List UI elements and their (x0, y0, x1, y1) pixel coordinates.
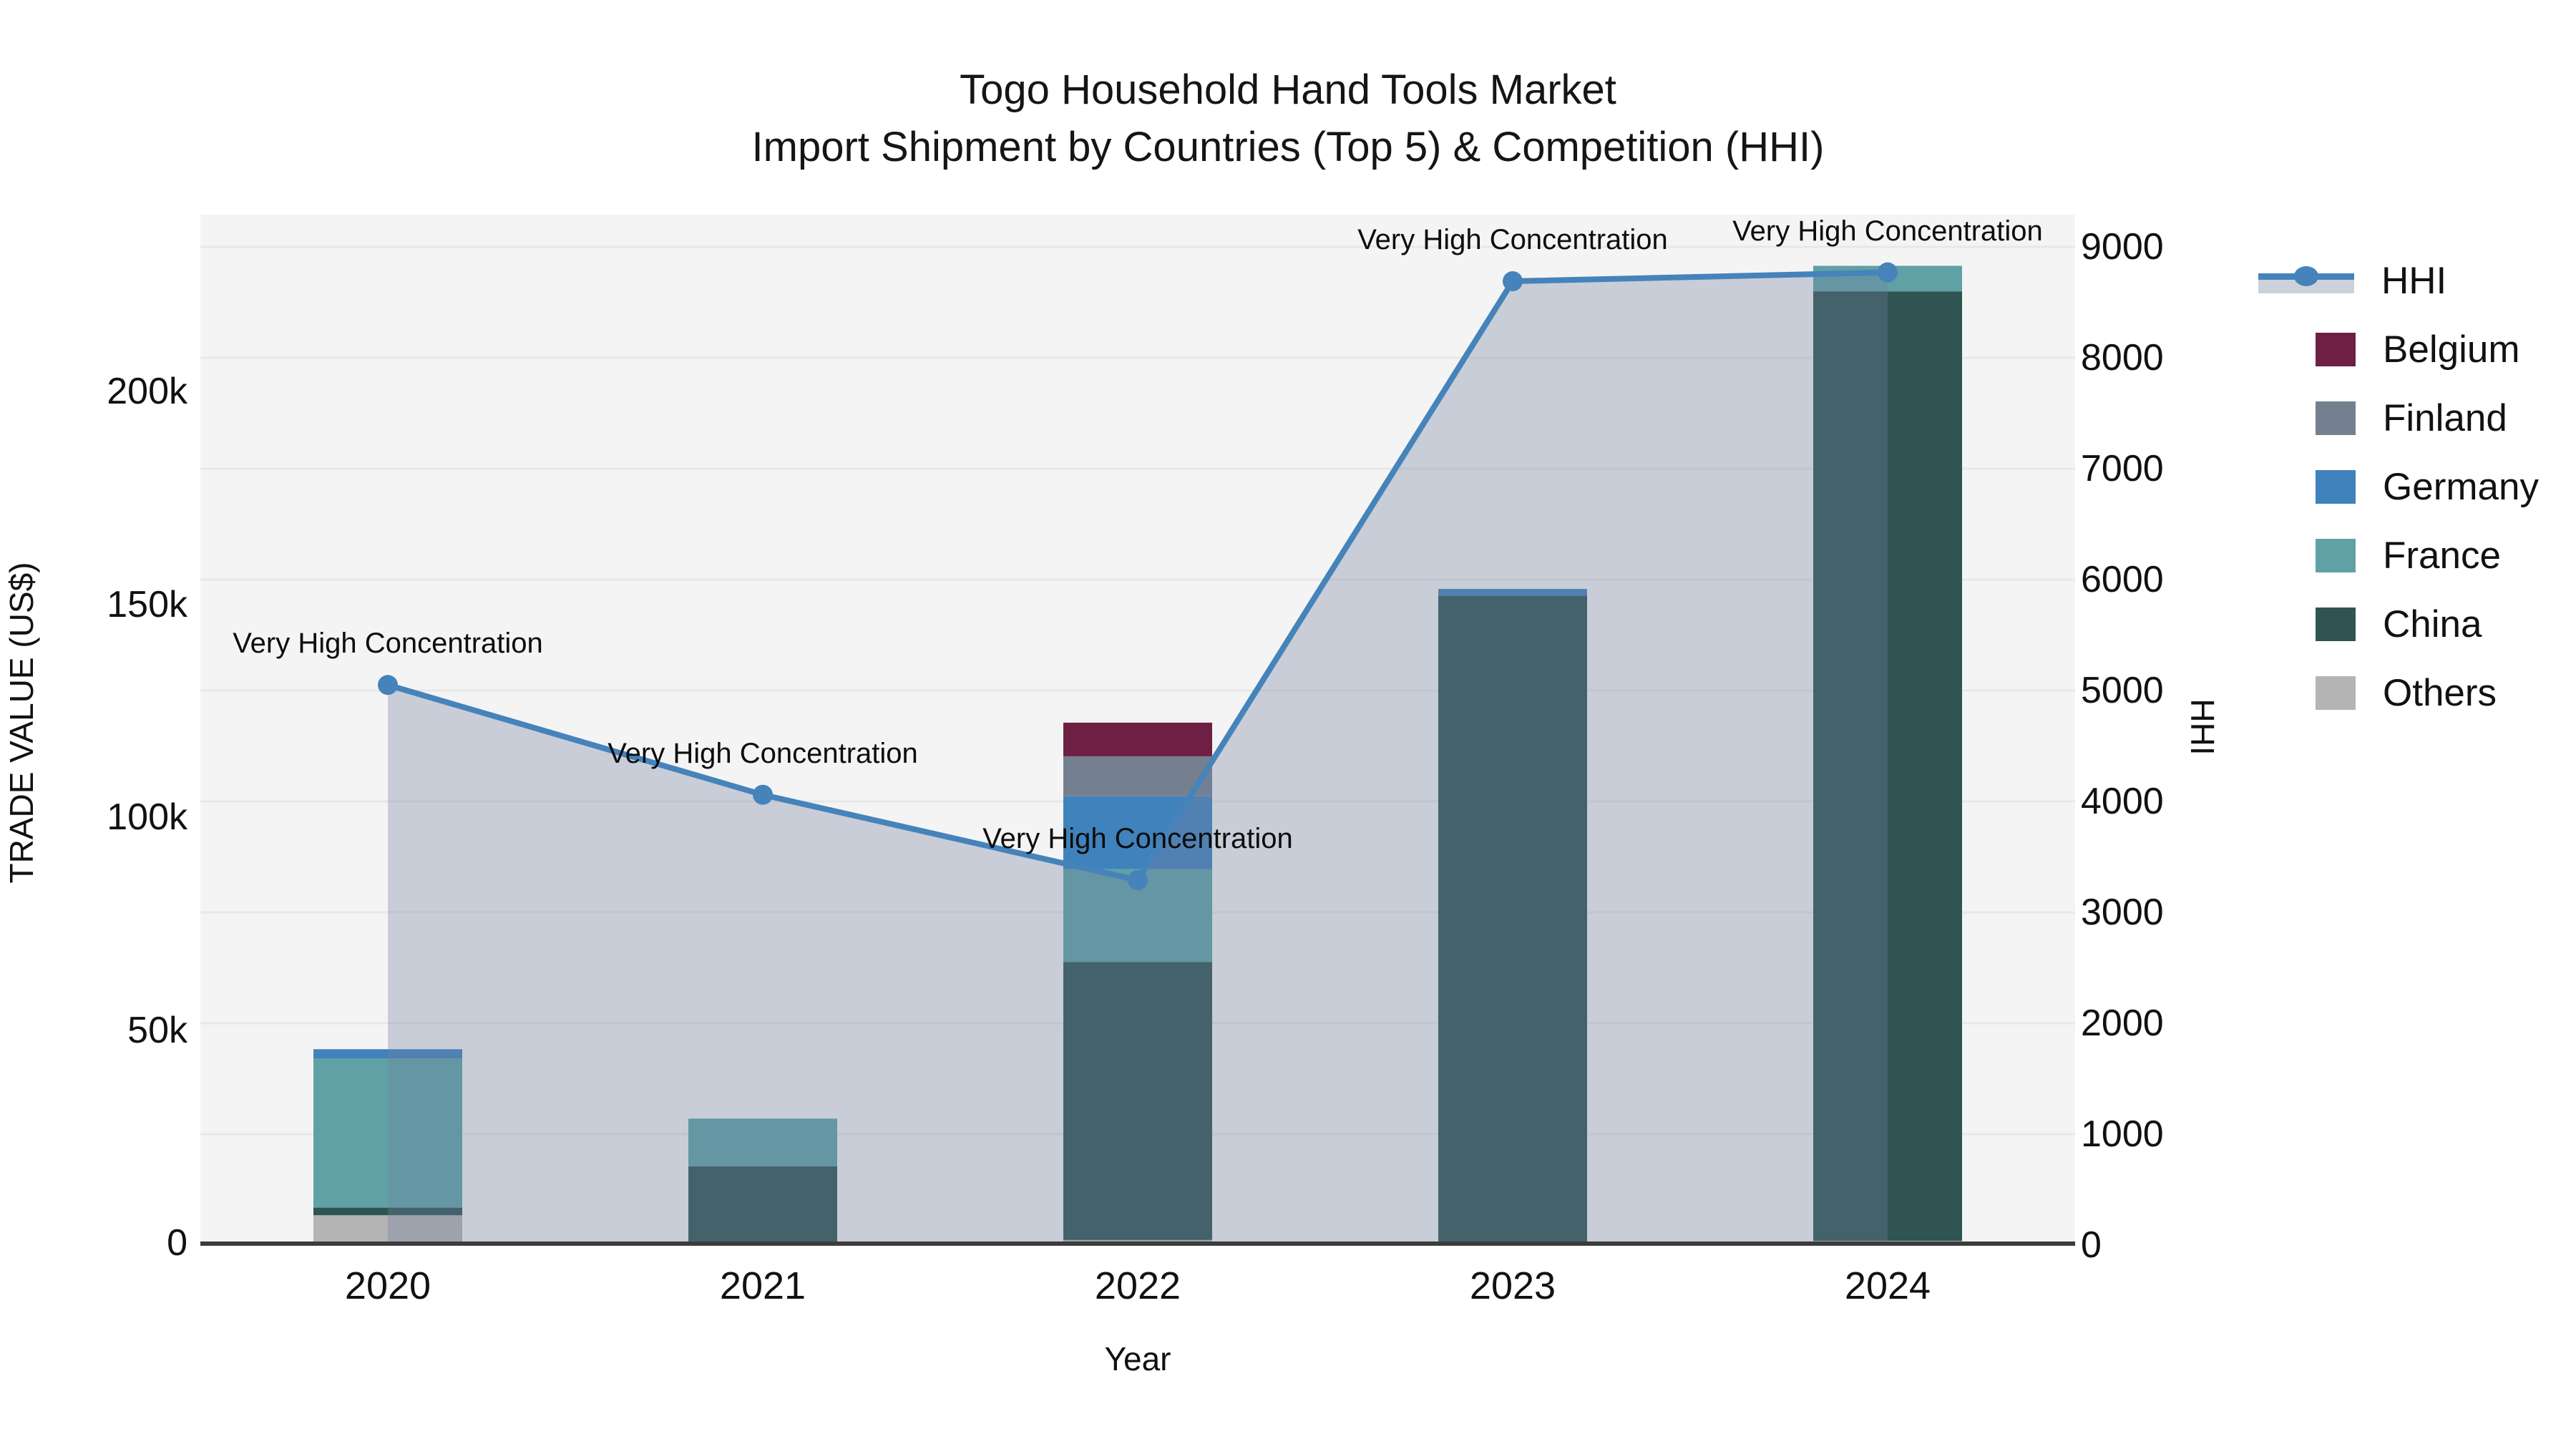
legend-label-finland: Finland (2383, 396, 2507, 439)
right-axis-tick-9000: 9000 (2081, 226, 2164, 268)
bar-segment-china-2023 (1438, 595, 1587, 1243)
right-axis-tick-2000: 2000 (2081, 1002, 2164, 1044)
legend-swatch-others (2316, 675, 2356, 710)
right-axis-tick-6000: 6000 (2081, 559, 2164, 600)
annotation-2024: Very High Concentration (1732, 215, 2043, 247)
x-axis-line (200, 1241, 2075, 1246)
left-axis-tick-100k: 100k (107, 796, 187, 838)
hhi-marker-2022 (1128, 870, 1148, 891)
hhi-marker-2024 (1878, 262, 1898, 283)
left-axis-tick-200k: 200k (107, 371, 187, 412)
bar-segment-china-2021 (688, 1166, 837, 1243)
right-axis-title: HHI (2184, 698, 2221, 756)
annotation-2023: Very High Concentration (1357, 224, 1668, 256)
gridline (200, 689, 2075, 692)
bar-segment-france-2021 (688, 1118, 837, 1166)
left-axis-tick-50k: 50k (127, 1009, 187, 1051)
chart-title-line2: Import Shipment by Countries (Top 5) & C… (751, 124, 1825, 170)
right-axis-tick-4000: 4000 (2081, 781, 2164, 822)
x-axis-tick-2024: 2024 (1844, 1264, 1931, 1307)
legend-item-france: France (2287, 521, 2539, 590)
legend-item-belgium: Belgium (2287, 315, 2539, 384)
hhi-marker-2020 (378, 675, 398, 696)
gridline (200, 467, 2075, 470)
bar-segment-others-2020 (313, 1215, 462, 1243)
hhi-area-fill (388, 272, 1888, 1243)
legend-item-china: China (2287, 590, 2539, 658)
bar-segment-china-2022 (1063, 962, 1212, 1240)
x-axis-tick-2021: 2021 (719, 1264, 806, 1307)
legend-hhi-marker-dot-icon (2294, 266, 2318, 286)
chart-title: Togo Household Hand Tools Market Import … (0, 62, 2576, 176)
legend-label-china: China (2383, 602, 2482, 645)
legend-swatch-germany (2316, 469, 2356, 504)
right-axis-tick-0: 0 (2081, 1224, 2102, 1266)
legend-label-germany: Germany (2383, 465, 2539, 508)
chart-title-line1: Togo Household Hand Tools Market (960, 67, 1616, 113)
gridline (200, 356, 2075, 359)
gridline (200, 578, 2075, 581)
right-axis-tick-3000: 3000 (2081, 892, 2164, 933)
legend-item-finland: Finland (2287, 384, 2539, 452)
legend-label-hhi: HHI (2381, 259, 2447, 302)
legend-swatch-finland (2316, 401, 2356, 435)
right-axis-tick-5000: 5000 (2081, 670, 2164, 711)
legend-label-france: France (2383, 534, 2501, 577)
x-axis-tick-2023: 2023 (1469, 1264, 1556, 1307)
legend: HHI Belgium Finland Germany France China Other… (2258, 246, 2539, 727)
annotation-2022: Very High Concentration (982, 823, 1293, 855)
legend-swatch-france (2316, 538, 2356, 572)
bar-segment-belgium-2022 (1063, 722, 1212, 756)
bar-segment-china-2024 (1813, 291, 1962, 1241)
bar-segment-finland-2022 (1063, 756, 1212, 796)
right-axis-tick-7000: 7000 (2081, 448, 2164, 489)
legend-item-hhi: HHI (2258, 246, 2539, 315)
annotation-2020: Very High Concentration (233, 628, 543, 660)
bar-segment-germany-2020 (313, 1049, 462, 1059)
right-axis-tick-1000: 1000 (2081, 1113, 2164, 1155)
legend-hhi-line-swatch-icon (2258, 262, 2354, 299)
annotation-2021: Very High Concentration (608, 737, 918, 769)
gridline (200, 245, 2075, 248)
x-axis-tick-2020: 2020 (344, 1264, 431, 1307)
bar-segment-others-2022 (1063, 1239, 1212, 1243)
hhi-marker-2023 (1503, 271, 1523, 292)
bar-segment-germany-2023 (1438, 589, 1587, 596)
bar-segment-germany-2022 (1063, 796, 1212, 869)
legend-swatch-china (2316, 607, 2356, 641)
left-axis-tick-0: 0 (167, 1222, 187, 1264)
legend-label-others: Others (2383, 671, 2497, 714)
x-axis-tick-2022: 2022 (1094, 1264, 1181, 1307)
right-axis-tick-8000: 8000 (2081, 337, 2164, 379)
legend-item-others: Others (2287, 658, 2539, 727)
left-axis-title: TRADE VALUE (US$) (3, 562, 40, 884)
x-axis-title: Year (1104, 1340, 1171, 1377)
left-axis-tick-150k: 150k (107, 583, 187, 625)
legend-item-germany: Germany (2287, 452, 2539, 521)
bar-segment-france-2020 (313, 1058, 462, 1208)
legend-label-belgium: Belgium (2383, 328, 2520, 371)
legend-swatch-belgium (2316, 332, 2356, 366)
hhi-marker-2021 (753, 784, 773, 805)
bar-segment-china-2020 (313, 1207, 462, 1216)
